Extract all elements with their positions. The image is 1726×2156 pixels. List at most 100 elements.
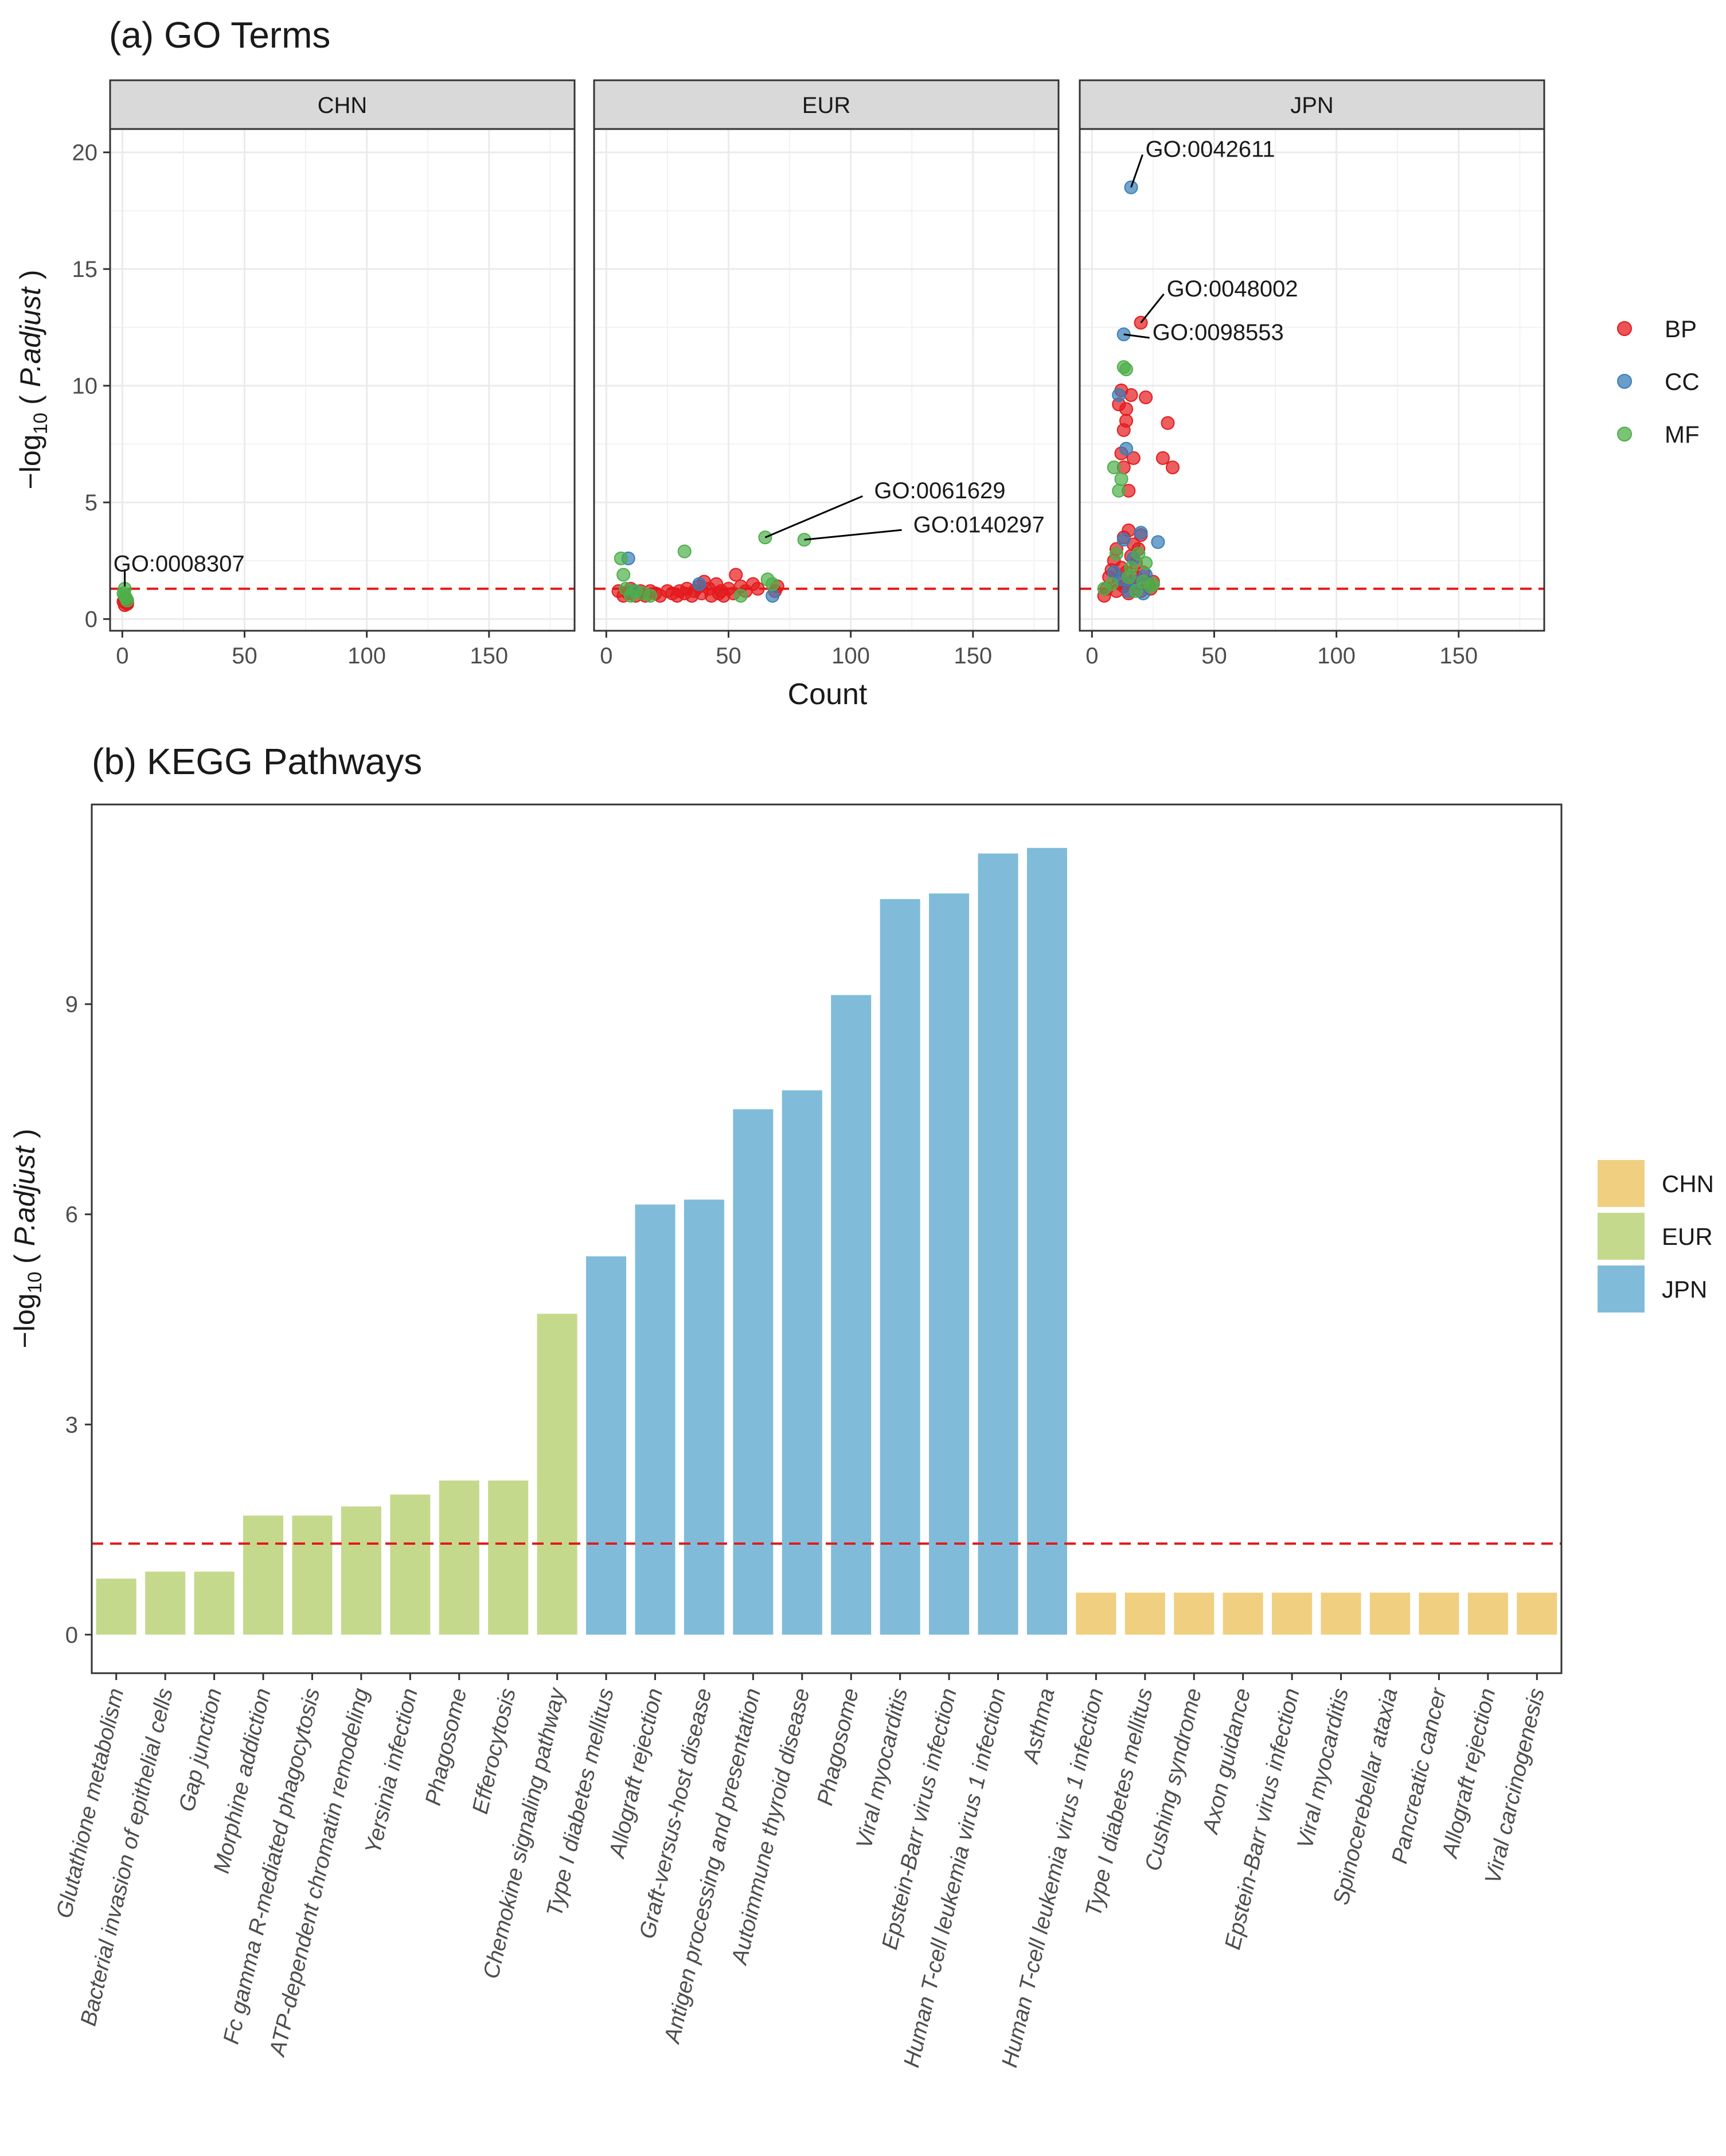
annotation-label: GO:0061629 — [874, 478, 1005, 503]
y-axis-label-text: −log10 ( P.adjust ) — [14, 270, 52, 490]
go-x-axis-label: Count — [788, 678, 868, 711]
bar-eur — [243, 1516, 284, 1635]
panel-border — [1079, 128, 1545, 632]
data-point-mf — [119, 591, 133, 606]
kegg-chart-title: (b) KEGG Pathways — [92, 741, 422, 782]
bar-chn — [1272, 1592, 1313, 1635]
annotation-leader-line — [1130, 154, 1143, 188]
data-point-mf — [1114, 472, 1128, 486]
go-legend: BP CC MF — [1617, 315, 1700, 448]
category-label: Bacterial invasion of epithelial cells — [76, 1686, 177, 2028]
bar-jpn — [733, 1109, 774, 1635]
y-tick-label: 20 — [72, 140, 98, 166]
annotation-label: GO:0008307 — [114, 552, 245, 577]
data-point-bp — [1119, 402, 1133, 416]
legend-key-mf — [1617, 427, 1632, 442]
y-tick-label: 10 — [72, 374, 98, 399]
category-label: Yersinia infection — [361, 1686, 423, 1856]
category-label: Phagosome — [813, 1686, 864, 1807]
x-tick-label: 50 — [1201, 643, 1227, 669]
data-point-bp — [1166, 460, 1180, 475]
bar-jpn — [978, 853, 1018, 1635]
facet-strip-label: CHN — [318, 93, 368, 118]
plot-background — [110, 129, 575, 631]
data-point-mf — [1112, 483, 1126, 498]
bar-eur — [194, 1571, 235, 1635]
legend-key-cc — [1617, 374, 1632, 389]
y-label-open: ( — [9, 1246, 41, 1271]
data-point-mf — [1129, 584, 1143, 598]
category-label: Viral myocarditis — [852, 1686, 912, 1851]
data-point-cc — [1112, 388, 1126, 402]
category-label: Axon guidance — [1198, 1686, 1255, 1837]
bar-eur — [145, 1571, 186, 1635]
y-label-italic: P.adjust — [14, 286, 46, 387]
x-tick-label: 100 — [347, 643, 386, 669]
x-tick-label: 50 — [716, 643, 741, 669]
facet-strip-label: EUR — [802, 93, 850, 118]
data-point-mf — [1131, 546, 1146, 561]
data-point-mf — [1104, 577, 1119, 591]
panel-border — [593, 128, 1060, 632]
go-terms-chart: (a) GO Terms CHN GO:0008307 0 50 100 150 EUR GO… — [14, 14, 1700, 711]
y-label-prefix: −log — [14, 435, 46, 490]
legend-key-jpn — [1596, 1264, 1646, 1314]
bar-eur — [390, 1494, 431, 1635]
data-point-bp — [729, 568, 743, 582]
data-point-bp — [1139, 390, 1153, 405]
bar-jpn — [586, 1256, 627, 1635]
bar-chn — [1124, 1592, 1165, 1635]
kegg-legend: CHN EUR JPN — [1596, 1159, 1714, 1314]
x-tick-label: 150 — [1439, 643, 1478, 669]
data-point-cc — [1151, 535, 1165, 549]
data-point-bp — [1161, 416, 1175, 430]
y-tick-label: 9 — [65, 992, 78, 1017]
bar-chn — [1517, 1592, 1557, 1635]
bar-eur — [439, 1481, 479, 1635]
data-point-mf — [1124, 561, 1138, 575]
data-point-cc — [692, 577, 706, 591]
data-point-mf — [1139, 556, 1153, 570]
y-label-close: ) — [9, 1129, 41, 1147]
category-label: Phagosome — [421, 1686, 472, 1807]
plot-background — [92, 804, 1561, 1673]
annotation-label: GO:0048002 — [1167, 276, 1298, 302]
bar-eur — [537, 1314, 577, 1635]
facet-panel-chn: CHN GO:0008307 0 50 100 150 — [109, 79, 576, 669]
bar-chn — [1223, 1592, 1263, 1635]
data-point-mf — [1146, 577, 1160, 591]
legend-label: CHN — [1662, 1170, 1714, 1197]
data-point-cc — [1119, 442, 1133, 456]
category-label: Viral myocarditis — [1292, 1686, 1353, 1851]
x-tick-label: 50 — [232, 643, 257, 669]
bar-chn — [1174, 1592, 1215, 1635]
category-label: Asthma — [1018, 1686, 1060, 1766]
x-tick-label: 0 — [1085, 643, 1098, 669]
y-label-subscript: 10 — [30, 413, 52, 435]
category-label: Efferocytosis — [468, 1686, 521, 1816]
y-tick-label: 5 — [85, 490, 97, 515]
bar-chn — [1419, 1592, 1459, 1635]
panel-border — [109, 128, 576, 632]
bar-jpn — [880, 899, 920, 1635]
legend-label: EUR — [1662, 1223, 1713, 1250]
annotation-leader-line — [1140, 293, 1165, 323]
x-tick-label: 150 — [954, 643, 992, 669]
y-label-italic: P.adjust — [9, 1145, 41, 1246]
facet-panel-jpn: JPN GO:0042611 GO:0048002 GO:0098553 0 50 100 1… — [1079, 79, 1545, 669]
legend-key-bp — [1617, 321, 1632, 336]
legend-key-chn — [1596, 1159, 1646, 1208]
data-point-mf — [1107, 460, 1121, 475]
bar-jpn — [635, 1204, 675, 1635]
data-point-mf — [677, 544, 692, 558]
data-point-bp — [1124, 388, 1138, 402]
legend-label: BP — [1665, 315, 1697, 342]
data-point-bp — [1126, 451, 1141, 465]
data-point-mf — [766, 577, 780, 591]
data-point-bp — [1119, 413, 1133, 428]
data-point-mf — [614, 551, 628, 565]
bar-eur — [96, 1579, 136, 1635]
go-chart-title: (a) GO Terms — [109, 14, 330, 56]
bar-jpn — [684, 1200, 724, 1635]
